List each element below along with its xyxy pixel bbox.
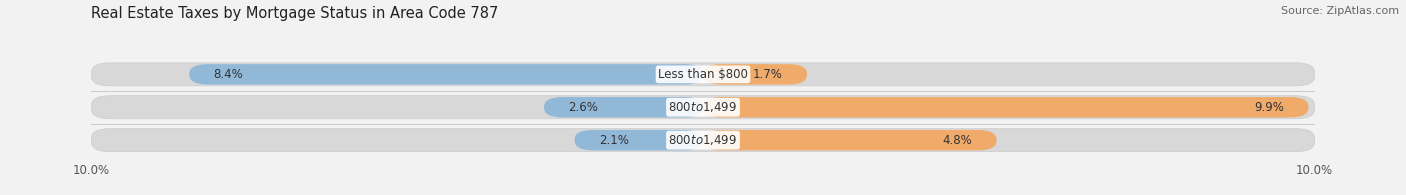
FancyBboxPatch shape [575,130,703,150]
Text: $800 to $1,499: $800 to $1,499 [668,100,738,114]
Text: Real Estate Taxes by Mortgage Status in Area Code 787: Real Estate Taxes by Mortgage Status in … [91,6,499,21]
Text: 4.8%: 4.8% [942,134,972,147]
FancyBboxPatch shape [91,96,1315,119]
Text: 2.6%: 2.6% [568,101,599,114]
Text: 9.9%: 9.9% [1254,101,1284,114]
Text: Less than $800: Less than $800 [658,68,748,81]
FancyBboxPatch shape [703,97,1309,117]
FancyBboxPatch shape [703,130,997,150]
FancyBboxPatch shape [703,64,807,85]
Text: 1.7%: 1.7% [752,68,783,81]
FancyBboxPatch shape [544,97,703,117]
FancyBboxPatch shape [91,129,1315,152]
Text: 2.1%: 2.1% [599,134,628,147]
Text: Source: ZipAtlas.com: Source: ZipAtlas.com [1281,6,1399,16]
Text: 8.4%: 8.4% [214,68,243,81]
Text: $800 to $1,499: $800 to $1,499 [668,133,738,147]
FancyBboxPatch shape [190,64,703,85]
FancyBboxPatch shape [91,63,1315,86]
